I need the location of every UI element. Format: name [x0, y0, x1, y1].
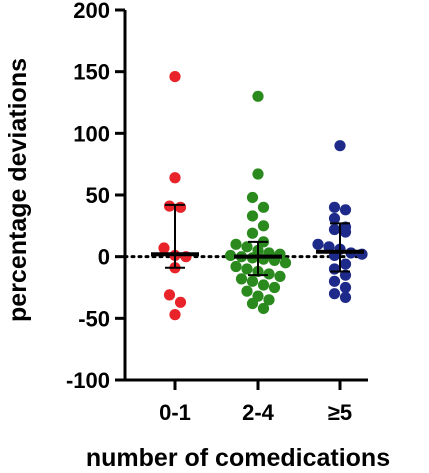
data-point	[230, 238, 242, 250]
data-point	[257, 279, 270, 291]
data-point	[169, 309, 181, 321]
data-point	[252, 168, 264, 180]
data-point	[263, 268, 275, 280]
data-point	[257, 201, 270, 213]
data-point	[241, 263, 253, 275]
data-point	[163, 289, 176, 301]
x-tick-label: 2-4	[242, 400, 275, 425]
axis-labels: number of comedications percentage devia…	[4, 58, 390, 472]
data-point	[328, 275, 341, 287]
data-point	[334, 140, 346, 152]
data-point	[328, 223, 341, 236]
data-point	[323, 241, 335, 253]
data-point	[252, 90, 264, 102]
x-tick-label: 0-1	[159, 400, 191, 425]
data-point	[169, 172, 181, 184]
x-tick-label: ≥5	[328, 400, 352, 425]
median-iqr-bars	[151, 203, 364, 277]
data-point	[339, 291, 352, 303]
data-point	[246, 227, 259, 239]
y-tick-label: 200	[73, 0, 110, 23]
data-point	[328, 201, 341, 213]
data-point	[246, 275, 259, 287]
data-point	[169, 71, 181, 83]
y-tick-label: 50	[86, 183, 110, 208]
data-point	[339, 204, 352, 216]
data-point	[328, 263, 341, 275]
data-point	[230, 260, 242, 273]
data-point	[246, 297, 259, 310]
data-point	[224, 249, 237, 262]
y-tick-label: 150	[73, 60, 110, 85]
data-point	[241, 241, 253, 253]
data-point	[339, 281, 352, 294]
data-points	[158, 71, 368, 321]
y-tick-label: -50	[78, 306, 110, 331]
data-point	[158, 242, 170, 254]
y-tick-label: -100	[66, 368, 110, 393]
data-point	[246, 191, 259, 204]
data-point	[163, 200, 176, 212]
data-point	[174, 296, 187, 308]
data-point	[246, 210, 259, 222]
y-tick-label: 0	[98, 245, 110, 270]
data-point	[274, 270, 286, 282]
x-axis-title: number of comedications	[86, 444, 390, 472]
y-tick-label: 100	[73, 121, 110, 146]
data-point	[339, 226, 352, 238]
y-axis-title: percentage deviations	[4, 58, 32, 322]
data-point	[339, 258, 352, 270]
data-point	[312, 238, 324, 250]
data-point	[235, 273, 248, 285]
data-point	[279, 257, 292, 269]
data-point	[263, 294, 275, 306]
data-point	[268, 281, 281, 294]
data-point	[241, 285, 253, 297]
data-point	[257, 302, 270, 315]
data-point	[328, 288, 341, 300]
data-point	[328, 212, 341, 225]
data-point	[257, 220, 270, 232]
data-point	[174, 201, 187, 213]
axes: -100 -50 0 50 100 150 200 0-1 2-4 ≥5	[66, 0, 368, 425]
